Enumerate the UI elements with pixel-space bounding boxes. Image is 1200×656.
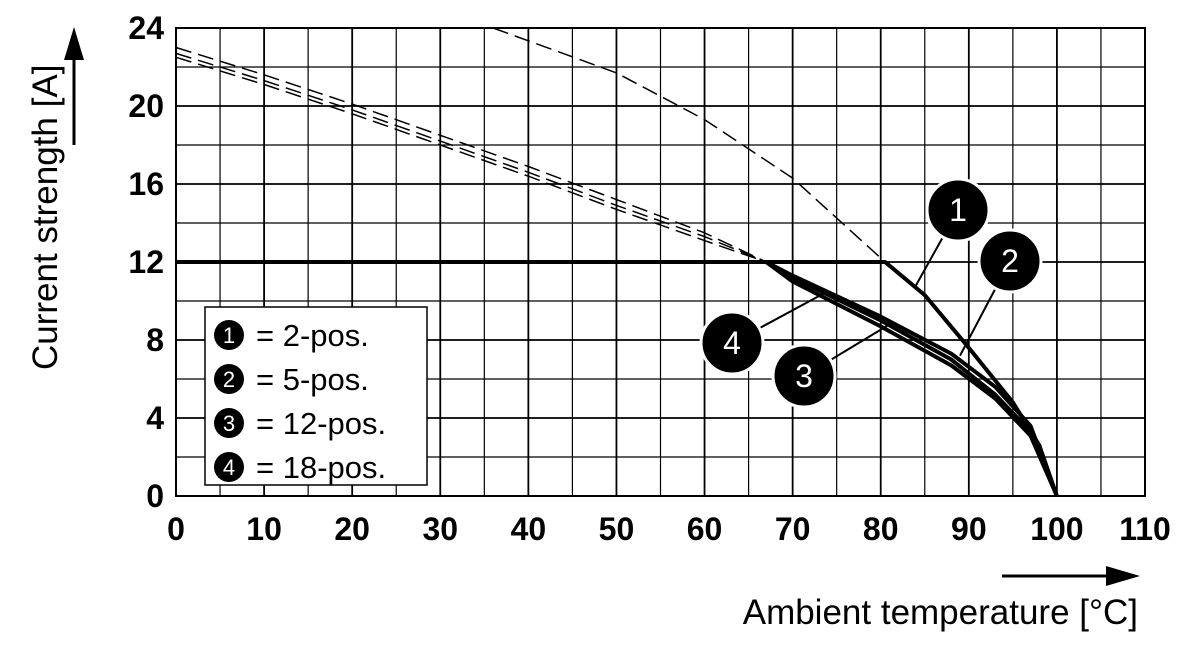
x-tick-label: 80 [863, 511, 899, 547]
y-tick-label: 20 [128, 88, 164, 124]
callout-badge-4 [699, 310, 765, 376]
series-4-derating-line [176, 260, 1059, 497]
callout-badge-3 [771, 343, 837, 409]
legend-label-2: = 5-pos. [256, 362, 369, 397]
y-tick-label: 8 [146, 322, 164, 358]
x-axis-arrow-head [1106, 566, 1140, 586]
callout-badge-1 [925, 177, 991, 243]
legend-badge-1 [214, 320, 244, 350]
x-tick-label: 30 [422, 511, 458, 547]
legend-badge-4 [214, 452, 244, 482]
callout-number-3: 3 [795, 358, 813, 394]
callout-number-1: 1 [949, 192, 967, 228]
legend-badge-number-4: 4 [223, 455, 235, 480]
x-tick-label: 40 [511, 511, 547, 547]
x-axis-label-group: Ambient temperature [°C] [743, 566, 1140, 632]
x-tick-label: 20 [334, 511, 370, 547]
x-tick-label: 10 [246, 511, 282, 547]
legend-badge-2 [214, 364, 244, 394]
legend-label-3: = 12-pos. [256, 406, 386, 441]
x-tick-label: 90 [951, 511, 987, 547]
x-tick-label: 110 [1119, 511, 1171, 547]
legend: 1 = 2-pos. 2 = 5-pos. 3 = 12-pos. 4 = 18-pos. [204, 306, 428, 486]
series-callouts: 12 3 4 [699, 177, 1043, 409]
y-axis-arrow-head [64, 27, 84, 60]
legend-badge-number-3: 3 [223, 411, 235, 436]
y-tick-label: 24 [128, 10, 164, 46]
series-3-limit-line [175, 52, 767, 263]
series-lines [175, 27, 1059, 497]
x-tick-label: 0 [167, 511, 185, 547]
legend-badge-number-2: 2 [223, 367, 235, 392]
callout-number-2: 2 [1001, 243, 1019, 279]
y-axis-label: Current strength [A] [26, 65, 65, 370]
series-1-limit-line [492, 27, 886, 263]
legend-label-4: = 18-pos. [256, 450, 386, 485]
legend-label-1: = 2-pos. [256, 318, 369, 353]
x-tick-label: 60 [687, 511, 723, 547]
y-tick-label: 16 [128, 166, 164, 202]
x-tick-label: 50 [599, 511, 635, 547]
y-tick-label: 4 [146, 400, 164, 436]
callout-badge-2 [977, 228, 1043, 294]
y-tick-label: 0 [146, 478, 164, 514]
legend-badge-3 [214, 408, 244, 438]
y-axis-label-group: Current strength [A] [26, 27, 84, 370]
series-2-limit-line [175, 46, 767, 263]
x-tick-label: 70 [775, 511, 811, 547]
series-4-limit-line [175, 56, 767, 263]
x-tick-label: 100 [1030, 511, 1083, 547]
callout-number-4: 4 [723, 325, 741, 361]
y-tick-label: 12 [128, 244, 164, 280]
x-axis-label: Ambient temperature [°C] [743, 593, 1138, 632]
legend-badge-number-1: 1 [223, 323, 235, 348]
